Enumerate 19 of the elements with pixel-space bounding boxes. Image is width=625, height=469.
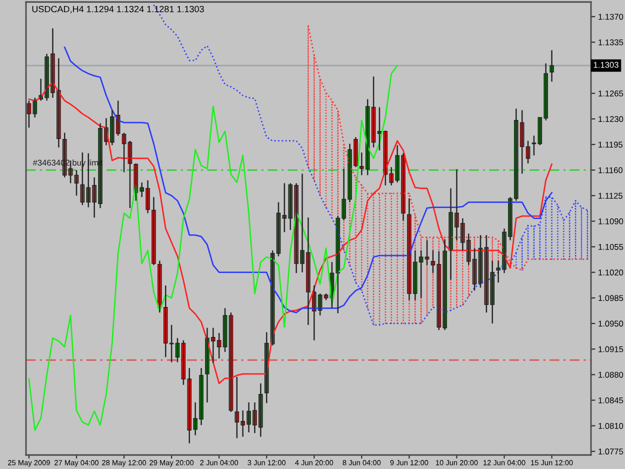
- y-tick-label: 1.0880: [598, 372, 624, 378]
- y-tick-label: 1.0810: [598, 422, 624, 429]
- y-tick-label: 1.0985: [598, 295, 624, 302]
- ref-line-label: 1.1303: [594, 62, 618, 68]
- y-tick-label: 1.1195: [598, 142, 622, 148]
- y-tick-label: 1.1265: [598, 90, 624, 96]
- y-tick-label: 1.0775: [598, 448, 624, 454]
- y-tick-label: 1.0915: [598, 346, 624, 352]
- chart-title: USDCAD,H4 1.1294 1.1324 1.1281 1.1303: [32, 6, 204, 14]
- y-tick-label: 1.0950: [598, 320, 624, 327]
- y-tick-label: 1.1230: [598, 116, 624, 122]
- y-tick-label: 1.1335: [598, 39, 624, 46]
- y-tick-label: 1.1020: [598, 270, 624, 276]
- y-tick-label: 1.1370: [598, 14, 624, 20]
- y-tick-label: 1.0845: [598, 397, 624, 404]
- y-tick-label: 1.1125: [598, 192, 622, 199]
- y-tick-label: 1.1090: [598, 218, 624, 224]
- y-tick-label: 1.1160: [598, 167, 622, 174]
- y-tick-label: 1.1055: [598, 244, 624, 250]
